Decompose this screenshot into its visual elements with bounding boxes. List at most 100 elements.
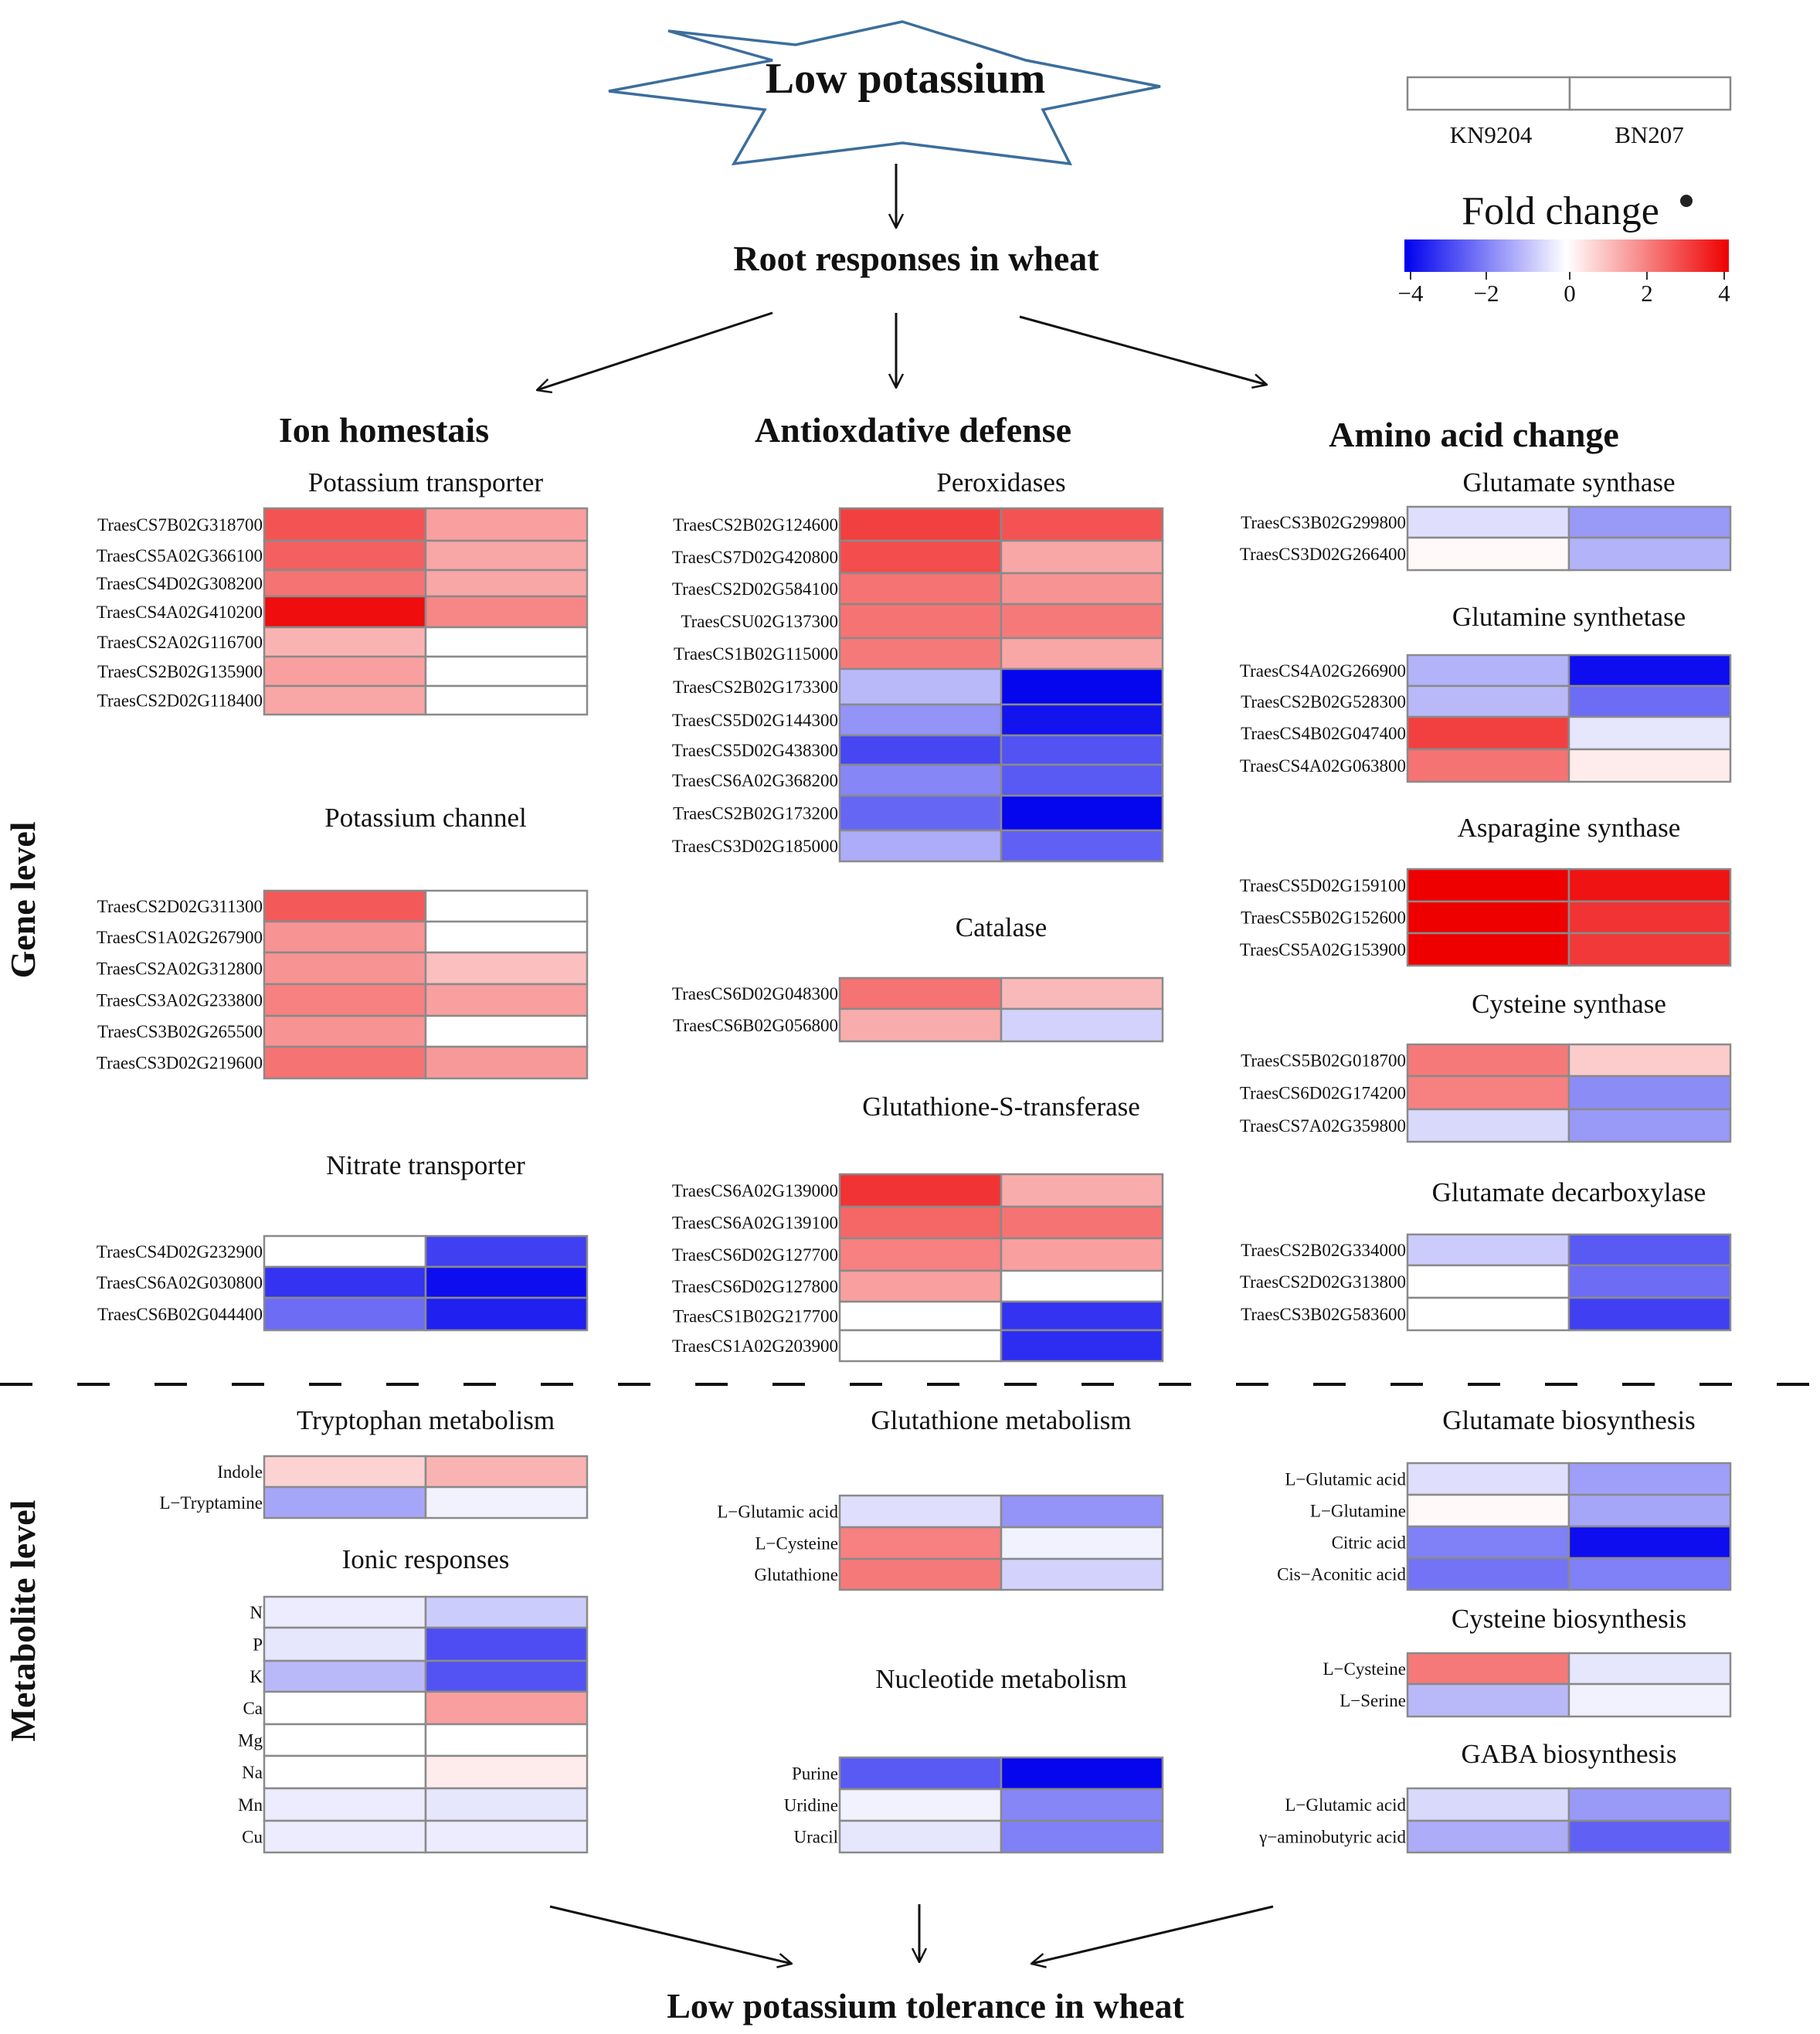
heatmap-cell-kn9204 [263,889,427,923]
heatmap-cell-kn9204 [263,1819,427,1854]
heatmap-cell-bn207 [1567,748,1732,783]
heatmap-cell-bn207 [1567,1683,1732,1718]
heatmap-cell-bn207 [1567,1233,1732,1267]
heatmap-row: TraesCS6B02G056800 [673,1007,1164,1043]
heatmap-cell-kn9204 [263,626,427,658]
heatmap-row: TraesCS6A02G368200 [672,763,1164,797]
heatmap-cell-kn9204 [1406,1787,1570,1822]
row-label: TraesCSU02G137300 [681,612,838,631]
panel-cysteine-synthase: Cysteine synthase TraesCS5B02G018700 Traes… [1240,989,1732,1143]
root-title: Root responses in wheat [733,239,1099,278]
heatmap-cell-kn9204 [263,539,427,572]
row-label: TraesCS5A02G153900 [1240,940,1406,959]
heatmap-cell-kn9204 [1406,1108,1570,1143]
heatmap-cell-kn9204 [263,1690,427,1726]
row-label: TraesCS2D02G311300 [97,897,263,916]
arrow-root-to-ion [537,311,773,390]
row-label: TraesCS2B02G173200 [673,804,838,823]
heatmap-cell-bn207 [424,1754,589,1790]
panel-glutamate-synthase: Glutamate synthase TraesCS3B02G299800 Trae… [1240,467,1732,572]
row-label: TraesCS6B02G056800 [673,1016,838,1035]
heatmap-cell-bn207 [424,1045,589,1080]
heatmap-row: γ−aminobutyric acid [1258,1819,1732,1854]
heatmap-cell-bn207 [1567,1108,1732,1143]
panel-title: Ionic responses [342,1544,510,1574]
panel-title: Nucleotide metabolism [875,1664,1127,1694]
heatmap-row: TraesCSU02G137300 [681,603,1164,640]
column-title-amino: Amino acid change [1329,415,1619,454]
legend-tick-label: 2 [1641,280,1653,307]
heatmap-cell-bn207 [1000,1269,1164,1303]
panel-catalase: Catalase TraesCS6D02G048300 TraesCS6B02G05… [672,912,1164,1043]
heatmap-cell-kn9204 [838,1269,1003,1303]
heatmap-row: Ca [243,1690,589,1726]
heatmap-row: TraesCS7A02G359800 [1240,1108,1732,1143]
heatmap-row: Uridine [784,1788,1164,1822]
heatmap-row: TraesCS2D02G311300 [97,889,589,923]
panel-title: Glutamate biosynthesis [1442,1405,1696,1435]
row-label: TraesCS5B02G152600 [1241,908,1406,928]
heatmap-cell-bn207 [424,1659,589,1693]
heatmap-cell-bn207 [424,655,589,688]
heatmap-row: TraesCS6D02G174200 [1240,1075,1732,1111]
row-label: TraesCS3D02G266400 [1240,545,1406,564]
heatmap-cell-bn207 [1567,1652,1732,1686]
panel-title: Glutathione metabolism [871,1405,1131,1435]
heatmap-row: TraesCS1A02G203900 [672,1329,1164,1363]
legend-tick-label: −4 [1398,280,1424,307]
heatmap-row: TraesCS2D02G118400 [97,684,589,716]
row-label: Na [242,1763,263,1782]
row-label: TraesCS2B02G124600 [673,515,838,535]
starburst-shape [608,20,1161,166]
heatmap-row: TraesCS5A02G366100 [97,539,589,572]
heatmap-cell-bn207 [1000,667,1164,706]
heatmap-row: TraesCS3D02G185000 [672,829,1164,863]
heatmap-cell-kn9204 [1406,1525,1570,1560]
column-title-ion: Ion homestais [279,410,489,450]
row-label: TraesCS6D02G048300 [672,984,838,1003]
heatmap-cell-bn207 [1000,1329,1164,1363]
row-label: TraesCS3B02G583600 [1241,1305,1406,1324]
heatmap-cell-kn9204 [838,603,1003,640]
heatmap-row: Na [242,1754,589,1790]
heatmap-cell-bn207 [1000,507,1164,542]
heatmap-row: Mg [238,1723,589,1757]
heatmap-row: TraesCS7D02G420800 [672,539,1164,575]
heatmap-row: TraesCS6A02G139000 [672,1173,1164,1208]
column-title-antiox: Antioxdative defense [755,410,1071,450]
heatmap-row: TraesCS6B02G044400 [97,1296,589,1332]
row-label: TraesCS1B02G115000 [674,644,838,664]
row-label: TraesCS3A02G233800 [97,991,263,1010]
legend-tick-label: 4 [1718,280,1730,307]
heatmap-cell-kn9204 [838,1205,1003,1240]
side-label-gene-level: Gene level [3,821,42,978]
row-label: TraesCS7B02G318700 [97,515,263,535]
heatmap-row: TraesCS4A02G410200 [97,595,589,629]
heatmap-row: TraesCS4D02G232900 [97,1234,589,1268]
heatmap-cell-bn207 [424,1296,589,1332]
arrow-amino-to-tolerance [1031,1905,1274,1964]
heatmap-row: TraesCS5D02G159100 [1240,868,1732,903]
heatmap-cell-kn9204 [1406,1043,1570,1078]
heatmap-cell-kn9204 [263,1723,427,1757]
heatmap-cell-kn9204 [263,507,427,542]
heatmap-cell-kn9204 [838,829,1003,863]
heatmap-row: TraesCS2B02G124600 [673,507,1164,542]
heatmap-cell-bn207 [1000,637,1164,671]
heatmap-cell-kn9204 [1406,1557,1570,1591]
bottom-title: Low potassium tolerance in wheat [667,1986,1184,2026]
heatmap-cell-bn207 [424,1455,589,1489]
heatmap-cell-bn207 [424,1486,589,1520]
heatmap-cell-bn207 [424,684,589,716]
heatmap-cell-bn207 [424,1819,589,1854]
panel-glutamate-decarboxylase: Glutamate decarboxylase TraesCS2B02G33400… [1240,1177,1732,1332]
heatmap-row: Uracil [794,1819,1164,1854]
legend-dot [1680,195,1693,207]
heatmap-cell-kn9204 [838,1819,1003,1854]
heatmap-row: TraesCS6A02G139100 [672,1205,1164,1240]
panel-nitrate-transporter: Nitrate transporter TraesCS4D02G232900 Tra… [97,1150,589,1332]
heatmap-cell-kn9204 [838,1494,1003,1529]
heatmap-cell-bn207 [1000,1173,1164,1208]
heatmap-row: TraesCS2A02G312800 [97,951,589,986]
starburst-label: Low potassium [766,55,1046,103]
